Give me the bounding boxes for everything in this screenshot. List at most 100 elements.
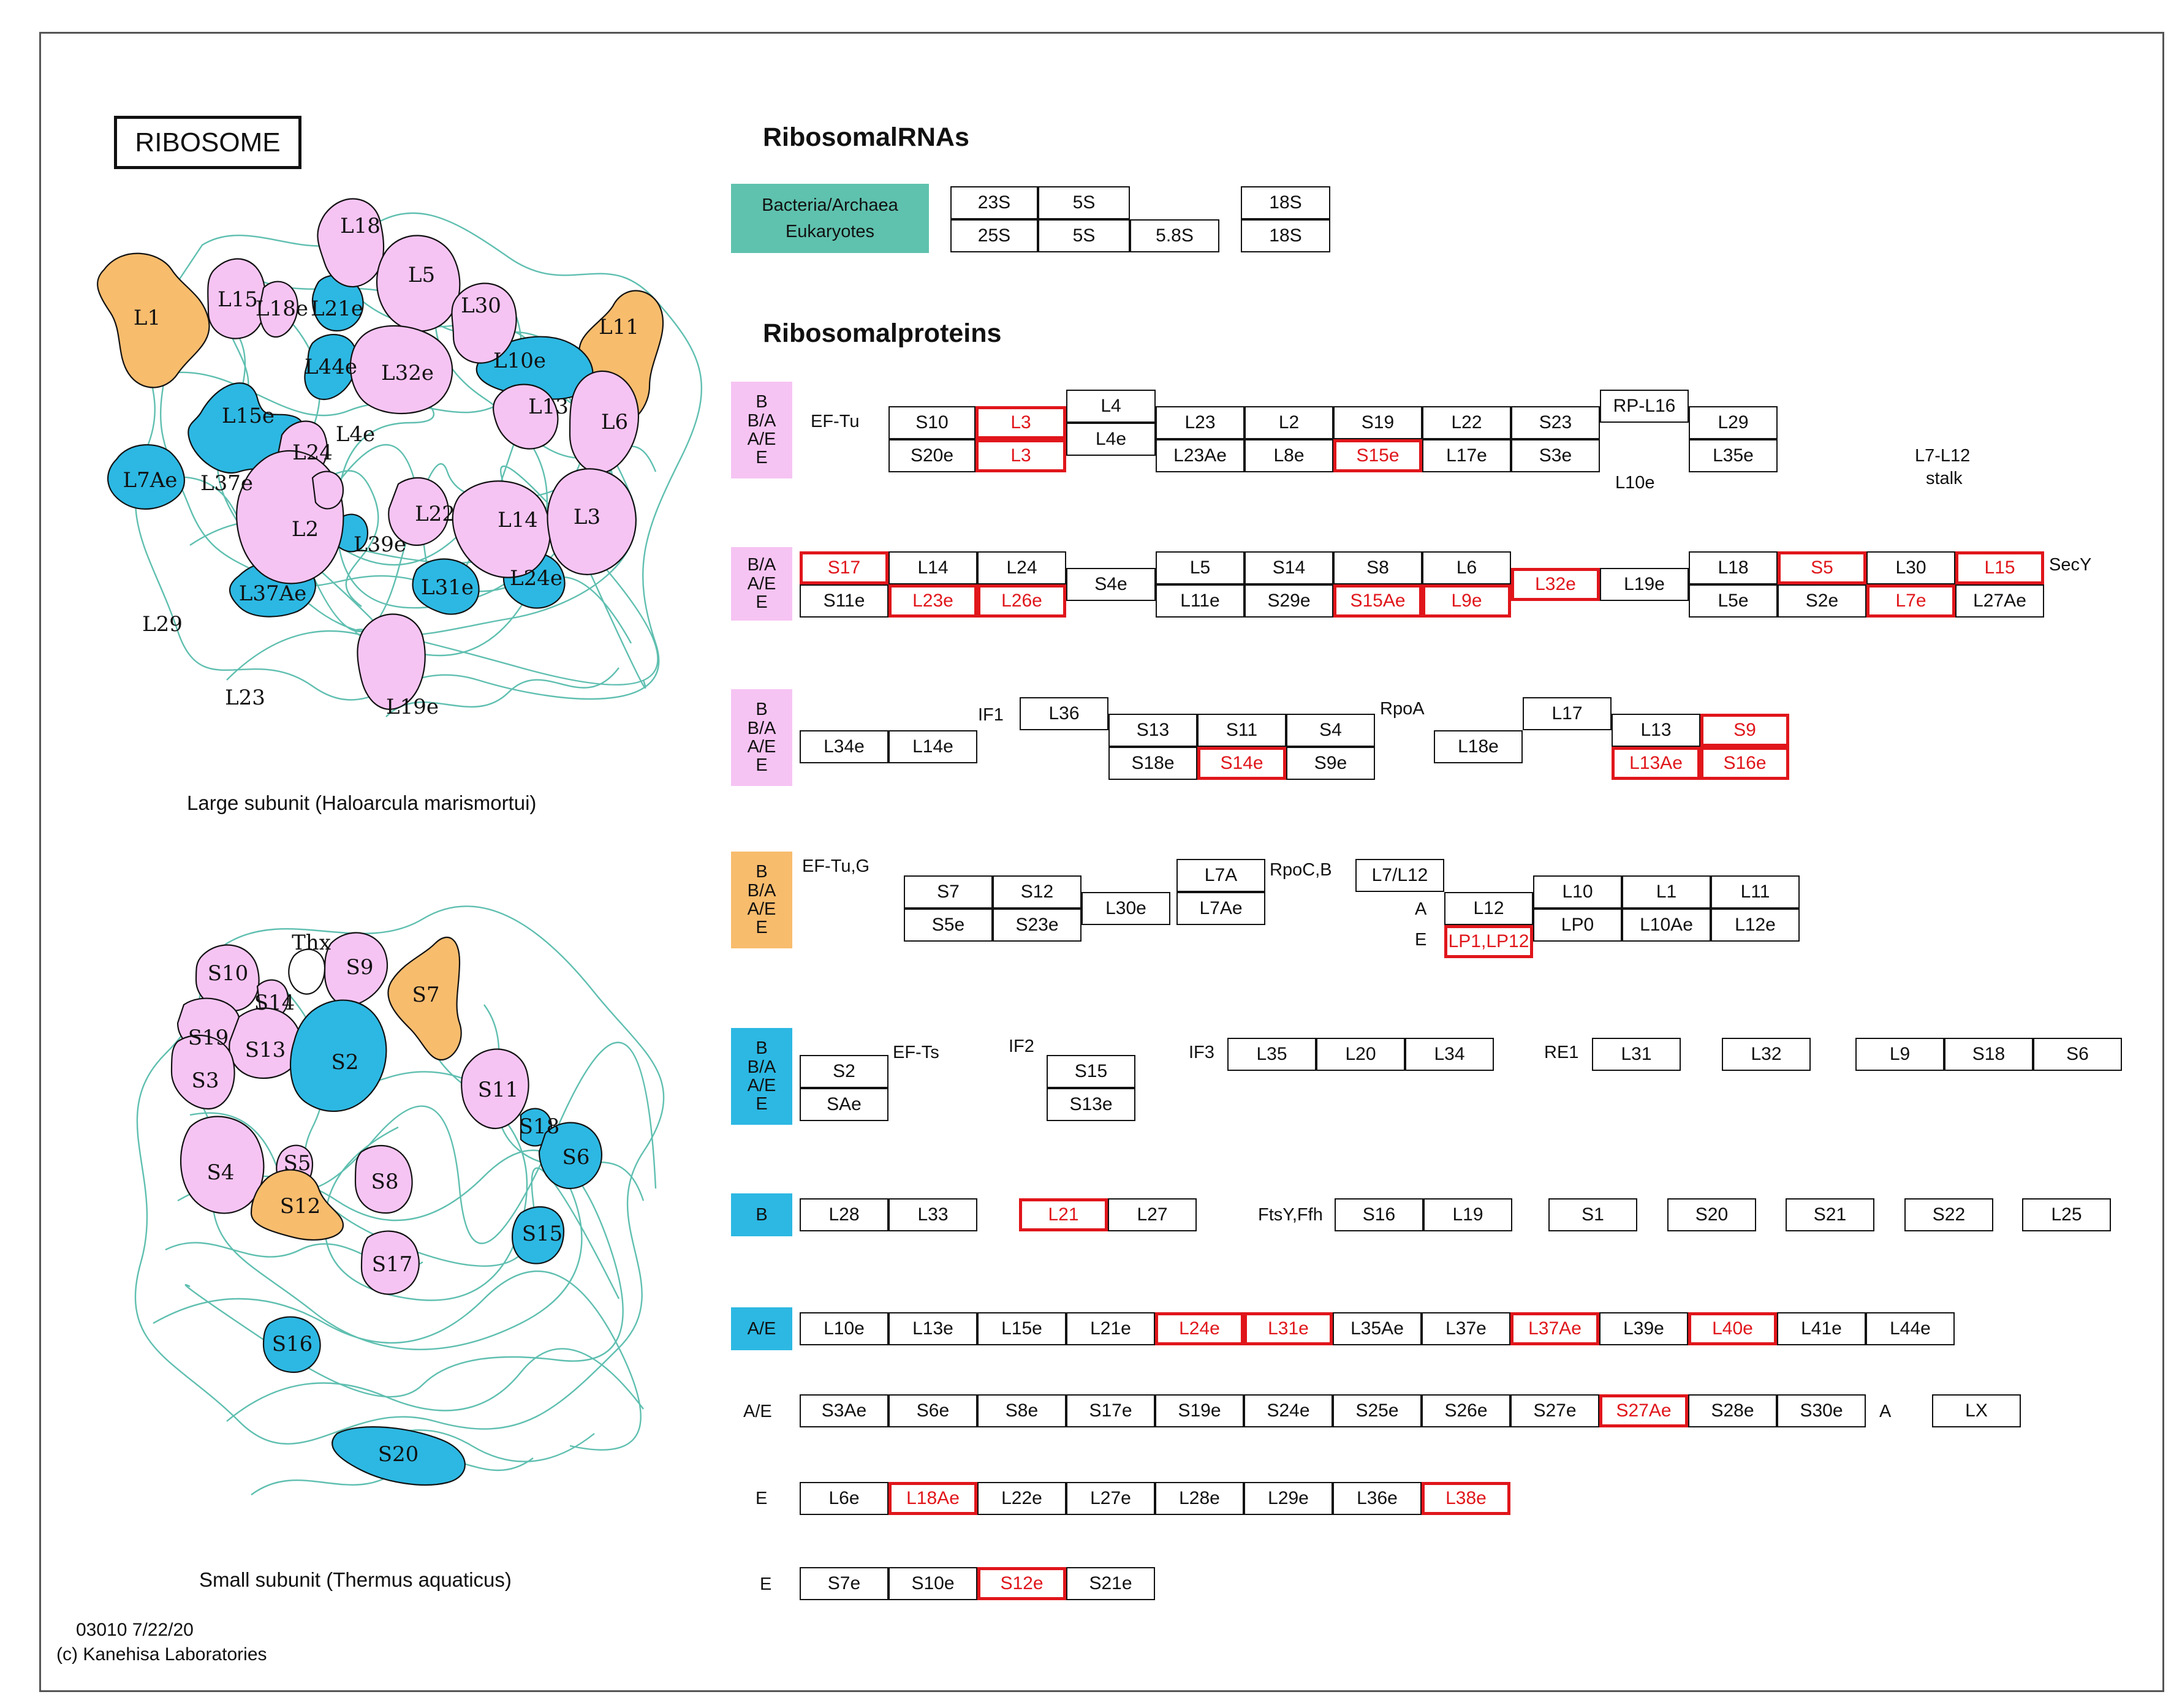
protein-box[interactable]: L22 [1422,406,1511,439]
protein-box[interactable]: L33 [888,1198,977,1231]
protein-box[interactable]: L1 [1622,875,1711,909]
protein-box[interactable]: L44e [1866,1312,1955,1345]
rna-box[interactable]: 5S [1038,219,1130,252]
protein-box[interactable]: L22e [977,1482,1066,1515]
protein-box[interactable]: L23 [1156,406,1244,439]
protein-box[interactable]: LP1,LP12 [1444,925,1533,958]
protein-box[interactable]: S21 [1786,1198,1874,1231]
protein-box[interactable]: L13 [1612,714,1700,747]
protein-box[interactable]: S20 [1667,1198,1756,1231]
protein-box[interactable]: S18e [1108,747,1197,780]
protein-box[interactable]: L12 [1444,892,1533,925]
protein-box[interactable]: L40e [1688,1312,1777,1345]
protein-box[interactable]: L21e [1066,1312,1155,1345]
protein-box[interactable]: LX [1932,1394,2021,1427]
protein-box[interactable]: L5 [1156,551,1244,584]
protein-box[interactable]: L6e [800,1482,888,1515]
protein-box[interactable]: L38e [1422,1482,1510,1515]
protein-box[interactable]: L13e [888,1312,977,1345]
protein-box[interactable]: L7Ae [1176,892,1265,925]
protein-box[interactable]: L21 [1019,1198,1108,1231]
protein-box[interactable]: S5 [1778,551,1866,584]
protein-box[interactable]: L37Ae [1510,1312,1599,1345]
protein-box[interactable]: L32 [1722,1038,1811,1071]
protein-box[interactable]: S3Ae [800,1394,888,1427]
protein-box[interactable]: L28e [1155,1482,1244,1515]
protein-box[interactable]: L4e [1066,423,1156,456]
protein-box[interactable]: S16 [1335,1198,1423,1231]
protein-box[interactable]: L27Ae [1955,584,2044,618]
protein-box[interactable]: S14e [1197,747,1286,780]
protein-box[interactable]: S2e [1778,584,1866,618]
rna-box[interactable]: 25S [950,219,1038,252]
protein-box[interactable]: S20e [888,439,975,472]
protein-box[interactable]: L4 [1066,390,1156,423]
protein-box[interactable]: L35e [1689,439,1778,472]
protein-box[interactable]: L35Ae [1333,1312,1422,1345]
protein-box[interactable]: S12e [977,1567,1066,1600]
protein-box[interactable]: S5e [904,909,993,942]
protein-box[interactable]: L39e [1599,1312,1688,1345]
protein-box[interactable]: L20 [1316,1038,1405,1071]
protein-box[interactable]: RP-L16 [1600,390,1689,423]
protein-box[interactable]: L23Ae [1156,439,1244,472]
protein-box[interactable]: S7e [800,1567,888,1600]
protein-box[interactable]: S26e [1422,1394,1510,1427]
protein-box[interactable]: L17e [1422,439,1511,472]
protein-box[interactable]: L5e [1689,584,1778,618]
protein-box[interactable]: S25e [1333,1394,1422,1427]
rna-box[interactable]: 5.8S [1130,219,1219,252]
protein-box[interactable]: L19 [1423,1198,1512,1231]
protein-box[interactable]: L28 [800,1198,888,1231]
rna-box[interactable]: 18S [1241,186,1330,219]
protein-box[interactable]: L26e [977,584,1066,618]
protein-box[interactable]: L17 [1523,697,1612,730]
protein-box[interactable]: S6 [2033,1038,2122,1071]
protein-box[interactable]: L9e [1422,584,1511,618]
protein-box[interactable]: LP0 [1533,909,1622,942]
protein-box[interactable]: S21e [1066,1567,1155,1600]
protein-box[interactable]: SAe [800,1088,888,1121]
protein-box[interactable]: L2 [1244,406,1333,439]
protein-box[interactable]: S2 [800,1055,888,1088]
protein-box[interactable]: S19 [1333,406,1422,439]
protein-box[interactable]: S7 [904,875,993,909]
protein-box[interactable]: L36 [1020,697,1108,730]
protein-box[interactable]: S6e [888,1394,977,1427]
protein-box[interactable]: S23 [1511,406,1600,439]
protein-box[interactable]: S16e [1700,747,1789,780]
protein-box[interactable]: L34e [800,730,888,763]
protein-box[interactable]: L13Ae [1612,747,1700,780]
protein-box[interactable]: S12 [993,875,1082,909]
protein-box[interactable]: L29 [1689,406,1778,439]
rna-box[interactable]: 23S [950,186,1038,219]
protein-box[interactable]: L36e [1333,1482,1422,1515]
rna-box[interactable]: 5S [1038,186,1130,219]
protein-box[interactable]: L10e [800,1312,888,1345]
protein-box[interactable]: L3 [975,406,1066,439]
protein-box[interactable]: S17e [1066,1394,1155,1427]
protein-box[interactable]: S24e [1244,1394,1333,1427]
protein-box[interactable]: S13 [1108,714,1197,747]
protein-box[interactable]: L27e [1066,1482,1155,1515]
protein-box[interactable]: S30e [1777,1394,1866,1427]
protein-box[interactable]: S17 [800,551,888,584]
protein-box[interactable]: L30e [1082,892,1170,925]
protein-box[interactable]: S4 [1286,714,1375,747]
protein-box[interactable]: S8e [977,1394,1066,1427]
protein-box[interactable]: S4e [1066,568,1156,601]
protein-box[interactable]: S27e [1510,1394,1599,1427]
protein-box[interactable]: L18e [1434,730,1523,763]
protein-box[interactable]: S13e [1047,1088,1135,1121]
protein-box[interactable]: L24e [1155,1312,1244,1345]
protein-box[interactable]: L23e [888,584,977,618]
protein-box[interactable]: S8 [1333,551,1422,584]
protein-box[interactable]: L10 [1533,875,1622,909]
protein-box[interactable]: L18Ae [888,1482,977,1515]
protein-box[interactable]: S19e [1155,1394,1244,1427]
protein-box[interactable]: S22 [1904,1198,1993,1231]
protein-box[interactable]: L7e [1866,584,1955,618]
protein-box[interactable]: S10e [888,1567,977,1600]
protein-box[interactable]: L7A [1176,859,1265,892]
protein-box[interactable]: L31 [1592,1038,1681,1071]
